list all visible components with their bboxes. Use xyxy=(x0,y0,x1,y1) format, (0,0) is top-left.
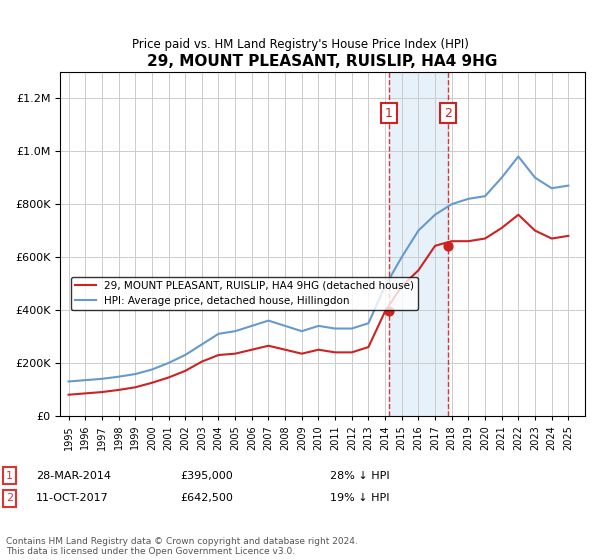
Title: 29, MOUNT PLEASANT, RUISLIP, HA4 9HG: 29, MOUNT PLEASANT, RUISLIP, HA4 9HG xyxy=(148,54,498,69)
Text: 11-OCT-2017: 11-OCT-2017 xyxy=(36,493,109,503)
Text: 28% ↓ HPI: 28% ↓ HPI xyxy=(330,471,389,481)
Text: 28-MAR-2014: 28-MAR-2014 xyxy=(36,471,111,481)
Text: 1: 1 xyxy=(6,471,13,481)
Point xyxy=(384,307,394,316)
Text: 19% ↓ HPI: 19% ↓ HPI xyxy=(330,493,389,503)
Text: 2: 2 xyxy=(444,106,452,119)
Text: 2: 2 xyxy=(6,493,13,503)
Legend: 29, MOUNT PLEASANT, RUISLIP, HA4 9HG (detached house), HPI: Average price, detac: 29, MOUNT PLEASANT, RUISLIP, HA4 9HG (de… xyxy=(71,277,418,310)
Bar xyxy=(389,72,448,416)
Point xyxy=(443,241,453,250)
Text: Price paid vs. HM Land Registry's House Price Index (HPI): Price paid vs. HM Land Registry's House … xyxy=(131,38,469,50)
Text: £642,500: £642,500 xyxy=(180,493,233,503)
Text: £395,000: £395,000 xyxy=(180,471,233,481)
Text: 1: 1 xyxy=(385,106,393,119)
Text: Contains HM Land Registry data © Crown copyright and database right 2024.
This d: Contains HM Land Registry data © Crown c… xyxy=(6,537,358,557)
